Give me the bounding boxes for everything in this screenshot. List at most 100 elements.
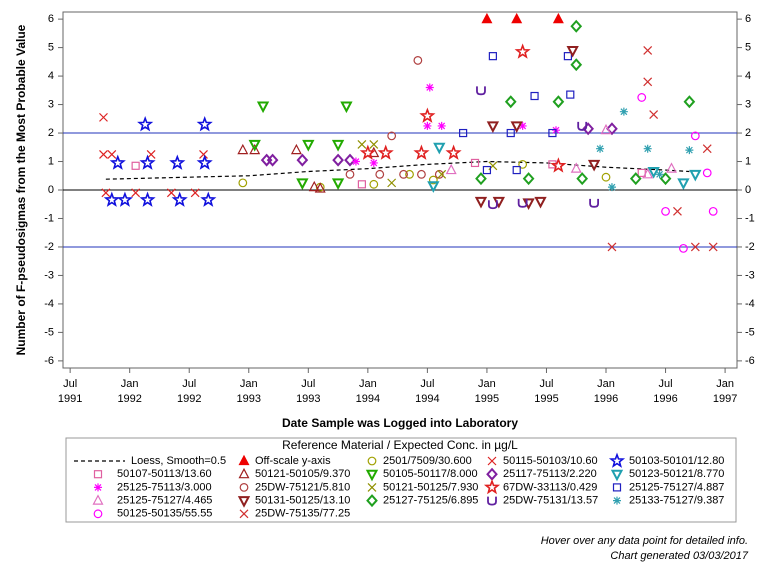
marker[interactable] [131, 188, 141, 198]
marker[interactable] [139, 191, 156, 207]
marker[interactable] [661, 206, 670, 216]
marker[interactable] [357, 140, 367, 149]
marker[interactable] [434, 169, 444, 179]
marker[interactable] [433, 142, 446, 155]
marker[interactable] [570, 162, 582, 173]
marker[interactable] [486, 121, 500, 134]
marker[interactable] [550, 157, 567, 173]
marker[interactable] [606, 122, 618, 136]
marker[interactable] [419, 107, 436, 123]
marker[interactable] [566, 45, 579, 58]
marker[interactable] [530, 91, 539, 101]
marker[interactable] [437, 169, 447, 179]
marker[interactable] [413, 56, 423, 65]
marker[interactable] [649, 110, 659, 119]
marker[interactable] [563, 52, 573, 61]
marker[interactable] [534, 196, 547, 209]
marker[interactable] [673, 206, 682, 216]
marker[interactable] [387, 131, 397, 141]
marker[interactable] [344, 153, 356, 167]
marker[interactable] [249, 143, 261, 155]
marker[interactable] [518, 159, 528, 169]
marker[interactable] [399, 169, 408, 179]
marker[interactable] [425, 83, 434, 92]
marker[interactable] [548, 128, 557, 138]
marker[interactable] [248, 139, 261, 152]
marker[interactable] [552, 12, 564, 24]
marker[interactable] [359, 144, 376, 160]
marker[interactable] [685, 146, 694, 155]
marker[interactable] [445, 144, 462, 160]
marker[interactable] [689, 169, 702, 182]
marker[interactable] [517, 198, 528, 208]
marker[interactable] [331, 178, 345, 191]
marker[interactable] [332, 153, 344, 167]
marker[interactable] [582, 122, 594, 136]
marker[interactable] [504, 95, 517, 109]
marker[interactable] [302, 139, 315, 152]
marker[interactable] [196, 116, 213, 132]
marker[interactable] [566, 90, 575, 99]
marker[interactable] [459, 128, 468, 138]
marker[interactable] [137, 116, 154, 132]
marker[interactable] [308, 180, 320, 192]
marker[interactable] [666, 162, 678, 173]
marker[interactable] [369, 158, 378, 167]
marker[interactable] [417, 169, 426, 179]
marker[interactable] [510, 121, 523, 134]
marker[interactable] [196, 154, 213, 170]
marker[interactable] [428, 175, 438, 185]
marker[interactable] [107, 149, 117, 159]
marker[interactable] [587, 159, 601, 172]
marker[interactable] [256, 101, 270, 114]
marker[interactable] [702, 168, 712, 178]
marker[interactable] [474, 196, 488, 209]
marker[interactable] [423, 121, 432, 130]
marker[interactable] [690, 131, 700, 141]
marker[interactable] [377, 144, 394, 160]
marker[interactable] [488, 52, 497, 61]
marker[interactable] [600, 123, 612, 135]
marker[interactable] [387, 178, 397, 188]
marker[interactable] [314, 182, 326, 193]
marker[interactable] [99, 112, 108, 122]
marker[interactable] [683, 95, 696, 109]
marker[interactable] [607, 183, 616, 192]
marker[interactable] [482, 165, 492, 175]
marker[interactable] [200, 191, 217, 207]
marker[interactable] [351, 157, 360, 166]
marker[interactable] [475, 172, 487, 186]
marker[interactable] [101, 188, 111, 198]
marker[interactable] [470, 158, 480, 168]
marker[interactable] [169, 154, 186, 170]
marker[interactable] [481, 12, 493, 24]
marker[interactable] [345, 169, 355, 179]
marker[interactable] [619, 107, 628, 116]
marker[interactable] [518, 121, 527, 130]
marker[interactable] [437, 121, 446, 130]
marker[interactable] [643, 77, 653, 87]
marker[interactable] [139, 154, 156, 170]
marker[interactable] [570, 58, 583, 72]
marker[interactable] [131, 161, 140, 170]
marker[interactable] [677, 178, 690, 191]
marker[interactable] [375, 169, 385, 179]
marker[interactable] [237, 143, 249, 155]
marker[interactable] [296, 178, 309, 191]
marker[interactable] [589, 198, 600, 208]
marker[interactable] [369, 140, 379, 149]
marker[interactable] [655, 170, 664, 179]
marker[interactable] [190, 188, 200, 198]
marker[interactable] [514, 43, 531, 59]
marker[interactable] [369, 179, 379, 189]
marker[interactable] [487, 200, 498, 210]
marker[interactable] [629, 172, 642, 186]
marker[interactable] [238, 178, 248, 188]
marker[interactable] [109, 154, 126, 170]
marker[interactable] [506, 128, 515, 138]
marker[interactable] [708, 242, 718, 252]
marker[interactable] [405, 169, 414, 179]
marker[interactable] [596, 144, 605, 153]
marker[interactable] [103, 191, 120, 207]
marker[interactable] [642, 168, 654, 179]
